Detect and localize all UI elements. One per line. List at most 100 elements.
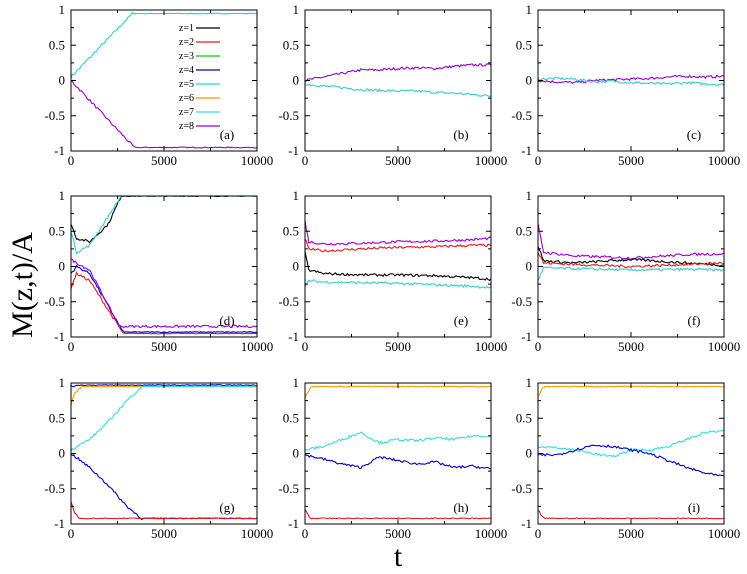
- series-line-d-1: [70, 195, 258, 255]
- panel-a: -1 -0.5 0 0.5 1 0 5000 10000 (a): [44, 2, 273, 168]
- y-tick-label: 0.5: [283, 223, 299, 238]
- x-tick-label: 5000: [385, 153, 411, 168]
- panel-label: (a): [220, 127, 234, 142]
- legend-entry: z=3: [179, 51, 194, 62]
- x-tick-label: 0: [302, 339, 309, 354]
- x-tick-label: 10000: [475, 153, 508, 168]
- y-tick-label: 0: [59, 446, 66, 461]
- series-line-g-2: [70, 385, 258, 452]
- x-tick-label: 5000: [151, 339, 177, 354]
- x-tick-label: 0: [302, 153, 309, 168]
- y-tick-label: -0.5: [511, 294, 532, 309]
- y-tick-label: -1: [521, 329, 532, 344]
- x-tick-label: 10000: [708, 153, 741, 168]
- panel-f: -1 -0.5 0 0.5 1 0 5000 10000 (f): [511, 188, 740, 354]
- legend-entry: z=7: [179, 107, 194, 118]
- series-line-f-3: [537, 266, 725, 281]
- series-line-b-1: [304, 83, 491, 97]
- x-tick-label: 0: [68, 339, 75, 354]
- series-line-e-2: [304, 251, 492, 281]
- series-line-h-2: [304, 454, 492, 470]
- panel-b: -1 -0.5 0 0.5 1 0 5000 10000 (b): [278, 2, 507, 168]
- series-line-i-3: [537, 510, 724, 520]
- series-line-d-3: [70, 264, 258, 334]
- x-tick-label: 10000: [475, 526, 508, 541]
- y-tick-label: 0: [59, 73, 66, 88]
- y-tick-label: -0.5: [44, 481, 65, 496]
- y-tick-label: 0.5: [283, 37, 299, 52]
- y-tick-label: -0.5: [278, 481, 299, 496]
- panel-h: -1 -0.5 0 0.5 1 0 5000 10000 (h): [278, 375, 507, 541]
- series-line-e-3: [304, 279, 492, 289]
- y-axis-title: M(z,t)/A: [6, 232, 39, 338]
- x-tick-label: 5000: [151, 526, 177, 541]
- y-tick-label: 1: [526, 188, 533, 203]
- x-tick-label: 5000: [618, 526, 644, 541]
- panel-d: -1 -0.5 0 0.5 1 0 5000 10000 (d): [44, 188, 273, 354]
- panel-e: -1 -0.5 0 0.5 1 0 5000 10000 (e): [278, 188, 507, 354]
- y-tick-label: 0: [293, 259, 300, 274]
- panel-i: -1 -0.5 0 0.5 1 0 5000 10000 (i): [511, 375, 740, 541]
- y-tick-label: 0: [59, 259, 66, 274]
- panel-label: (g): [219, 500, 234, 515]
- y-tick-label: -1: [54, 143, 65, 158]
- series-line-a-0: [70, 11, 258, 79]
- y-tick-label: -0.5: [511, 108, 532, 123]
- legend-entry: z=8: [179, 121, 194, 132]
- panel-label: (b): [453, 127, 468, 142]
- y-tick-label: 0: [293, 446, 300, 461]
- series-line-g-0: [70, 385, 258, 406]
- y-tick-label: 1: [526, 2, 533, 17]
- x-tick-label: 10000: [241, 153, 274, 168]
- y-tick-label: 0.5: [516, 223, 532, 238]
- x-tick-label: 0: [535, 339, 542, 354]
- x-tick-label: 0: [302, 526, 309, 541]
- y-tick-label: 0.5: [516, 410, 532, 425]
- y-tick-label: 1: [59, 2, 66, 17]
- series-line-d-0: [70, 195, 258, 244]
- y-tick-label: 1: [59, 375, 66, 390]
- x-tick-label: 10000: [241, 526, 274, 541]
- y-tick-label: -1: [54, 329, 65, 344]
- y-tick-label: -0.5: [44, 108, 65, 123]
- x-tick-label: 10000: [475, 339, 508, 354]
- x-tick-label: 0: [68, 526, 75, 541]
- y-tick-label: -0.5: [278, 294, 299, 309]
- y-tick-label: -1: [54, 516, 65, 531]
- series-line-e-1: [304, 238, 492, 253]
- y-tick-label: 0: [526, 446, 533, 461]
- legend-entry: z=4: [179, 65, 194, 76]
- y-tick-label: -1: [288, 329, 299, 344]
- x-tick-label: 0: [68, 153, 75, 168]
- y-tick-label: -1: [288, 143, 299, 158]
- legend-entry: z=1: [179, 23, 194, 34]
- panel-g: -1 -0.5 0 0.5 1 0 5000 10000 (g): [44, 375, 273, 541]
- series-line-h-1: [304, 431, 492, 451]
- series-line-c-0: [537, 74, 725, 85]
- y-tick-label: -0.5: [278, 108, 299, 123]
- x-tick-label: 0: [535, 526, 542, 541]
- series-line-h-3: [304, 509, 491, 520]
- y-tick-label: 1: [293, 375, 300, 390]
- panel-label: (c): [687, 127, 701, 142]
- y-tick-label: 1: [293, 2, 300, 17]
- y-tick-label: 1: [59, 188, 66, 203]
- x-tick-label: 5000: [151, 153, 177, 168]
- y-tick-label: 1: [526, 375, 533, 390]
- y-tick-label: -1: [521, 516, 532, 531]
- series-line-e-0: [304, 220, 492, 246]
- panel-label: (d): [219, 313, 234, 328]
- x-tick-label: 10000: [241, 339, 274, 354]
- series-line-c-1: [537, 76, 725, 87]
- x-tick-label: 10000: [708, 526, 741, 541]
- legend-entry: z=2: [179, 37, 194, 48]
- series-line-i-2: [537, 444, 725, 477]
- legend: z=1 z=2 z=3 z=4 z=5 z=6 z=7 z=8: [179, 23, 220, 132]
- series-line-d-2: [70, 270, 257, 335]
- y-tick-label: 0: [526, 73, 533, 88]
- series-line-f-0: [537, 223, 725, 260]
- y-tick-label: 1: [293, 188, 300, 203]
- panel-c: -1 -0.5 0 0.5 1 0 5000 10000 (c): [511, 2, 740, 168]
- series-line-d-4: [70, 258, 258, 329]
